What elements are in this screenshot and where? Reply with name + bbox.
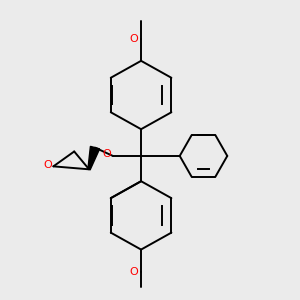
Text: O: O <box>129 267 138 277</box>
Text: O: O <box>103 149 111 160</box>
Polygon shape <box>88 146 100 170</box>
Text: O: O <box>129 34 138 44</box>
Text: O: O <box>43 160 52 170</box>
